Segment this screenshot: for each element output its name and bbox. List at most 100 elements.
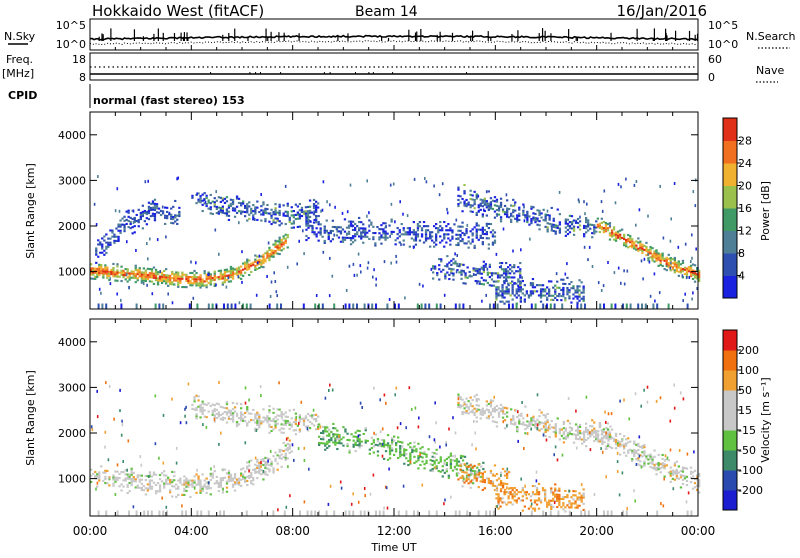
range-gate-cell (568, 489, 570, 493)
velocity-xaxis: 00:00 04:00 08:00 12:00 16:00 20:00 00:00 (73, 319, 715, 538)
range-gate-cell (568, 426, 572, 429)
range-gate-cell (576, 222, 580, 225)
range-gate-cell (310, 416, 314, 419)
range-gate-cell (124, 278, 127, 281)
range-gate-cell (205, 196, 208, 199)
range-gate-cell (450, 495, 452, 499)
range-gate-cell (385, 401, 387, 405)
range-gate-cell (476, 466, 479, 469)
range-gate-cell (227, 411, 231, 414)
range-gate-cell (139, 218, 142, 221)
range-gate-cell (580, 510, 583, 516)
range-gate-cell (471, 210, 474, 213)
range-gate-cell (572, 490, 575, 493)
range-gate-cell (568, 227, 572, 230)
range-gate-cell (339, 480, 342, 484)
range-gate-cell (109, 282, 112, 286)
range-gate-cell (230, 303, 233, 309)
range-gate-cell (655, 473, 658, 476)
range-gate-cell (124, 272, 127, 275)
range-gate-cell (364, 427, 367, 430)
range-gate-cell (318, 443, 321, 446)
range-gate-cell (479, 472, 482, 475)
range-gate-cell (501, 467, 505, 470)
range-gate-cell (207, 273, 209, 276)
range-gate-cell (519, 274, 522, 277)
range-gate-cell (578, 220, 582, 223)
range-gate-cell (278, 205, 281, 208)
range-gate-cell (382, 228, 385, 231)
range-gate-cell (254, 212, 257, 215)
range-gate-cell (148, 471, 152, 474)
range-gate-cell (426, 225, 430, 228)
range-gate-cell (258, 461, 261, 464)
range-gate-cell (248, 205, 251, 208)
range-gate-cell (95, 223, 98, 226)
range-gate-cell (346, 232, 348, 236)
range-gate-cell (515, 489, 518, 492)
range-gate-cell (534, 219, 537, 222)
range-gate-cell (334, 433, 337, 436)
range-gate-cell (290, 450, 293, 453)
range-gate-cell (475, 410, 478, 413)
range-gate-cell (272, 249, 275, 252)
range-gate-cell (529, 495, 533, 498)
range-gate-cell (461, 240, 464, 243)
range-gate-cell (270, 464, 273, 467)
range-gate-cell (150, 268, 154, 271)
range-gate-cell (227, 471, 231, 474)
range-gate-cell (223, 303, 225, 309)
range-gate-cell (160, 271, 164, 274)
range-gate-cell (378, 442, 382, 445)
range-gate-cell (495, 409, 499, 412)
range-gate-cell (112, 271, 115, 274)
range-gate-cell (433, 452, 436, 455)
range-gate-cell (471, 240, 474, 243)
range-gate-cell (431, 235, 434, 238)
range-gate-cell (682, 397, 685, 401)
range-gate-cell (200, 510, 203, 516)
range-gate-cell (314, 303, 317, 309)
range-gate-cell (171, 270, 174, 273)
range-gate-cell (149, 208, 153, 211)
range-gate-cell (621, 444, 624, 447)
range-gate-cell (610, 436, 614, 439)
range-gate-cell (582, 289, 585, 292)
range-gate-cell (443, 221, 446, 224)
range-gate-cell (481, 413, 484, 416)
range-gate-cell (574, 494, 577, 497)
range-gate-cell (585, 430, 588, 433)
range-gate-cell (120, 433, 123, 437)
range-gate-cell (124, 477, 127, 480)
range-gate-cell (455, 464, 459, 467)
range-gate-cell (570, 281, 573, 284)
range-gate-cell (95, 253, 98, 256)
range-gate-cell (537, 284, 541, 287)
range-gate-cell (574, 435, 578, 438)
range-gate-cell (437, 231, 440, 234)
range-gate-cell (428, 510, 431, 516)
range-gate-cell (471, 228, 474, 231)
range-gate-cell (696, 273, 699, 276)
range-gate-cell (623, 443, 626, 446)
range-gate-cell (566, 293, 569, 296)
range-gate-cell (205, 273, 208, 276)
range-gate-cell (431, 455, 434, 458)
range-gate-cell (167, 276, 170, 279)
range-gate-cell (96, 485, 99, 488)
range-gate-cell (104, 469, 107, 472)
range-gate-cell (582, 295, 585, 298)
range-gate-cell (537, 294, 541, 297)
range-gate-cell (140, 482, 143, 485)
range-gate-cell (511, 487, 514, 490)
range-gate-cell (131, 226, 134, 229)
range-gate-cell (461, 221, 464, 224)
range-gate-cell (155, 203, 159, 206)
range-gate-cell (339, 226, 343, 229)
range-gate-cell (533, 507, 537, 510)
range-gate-cell (185, 481, 188, 484)
range-gate-cell (256, 413, 259, 416)
range-gate-cell (217, 276, 220, 279)
range-gate-cell (264, 418, 267, 421)
range-gate-cell (465, 232, 468, 235)
